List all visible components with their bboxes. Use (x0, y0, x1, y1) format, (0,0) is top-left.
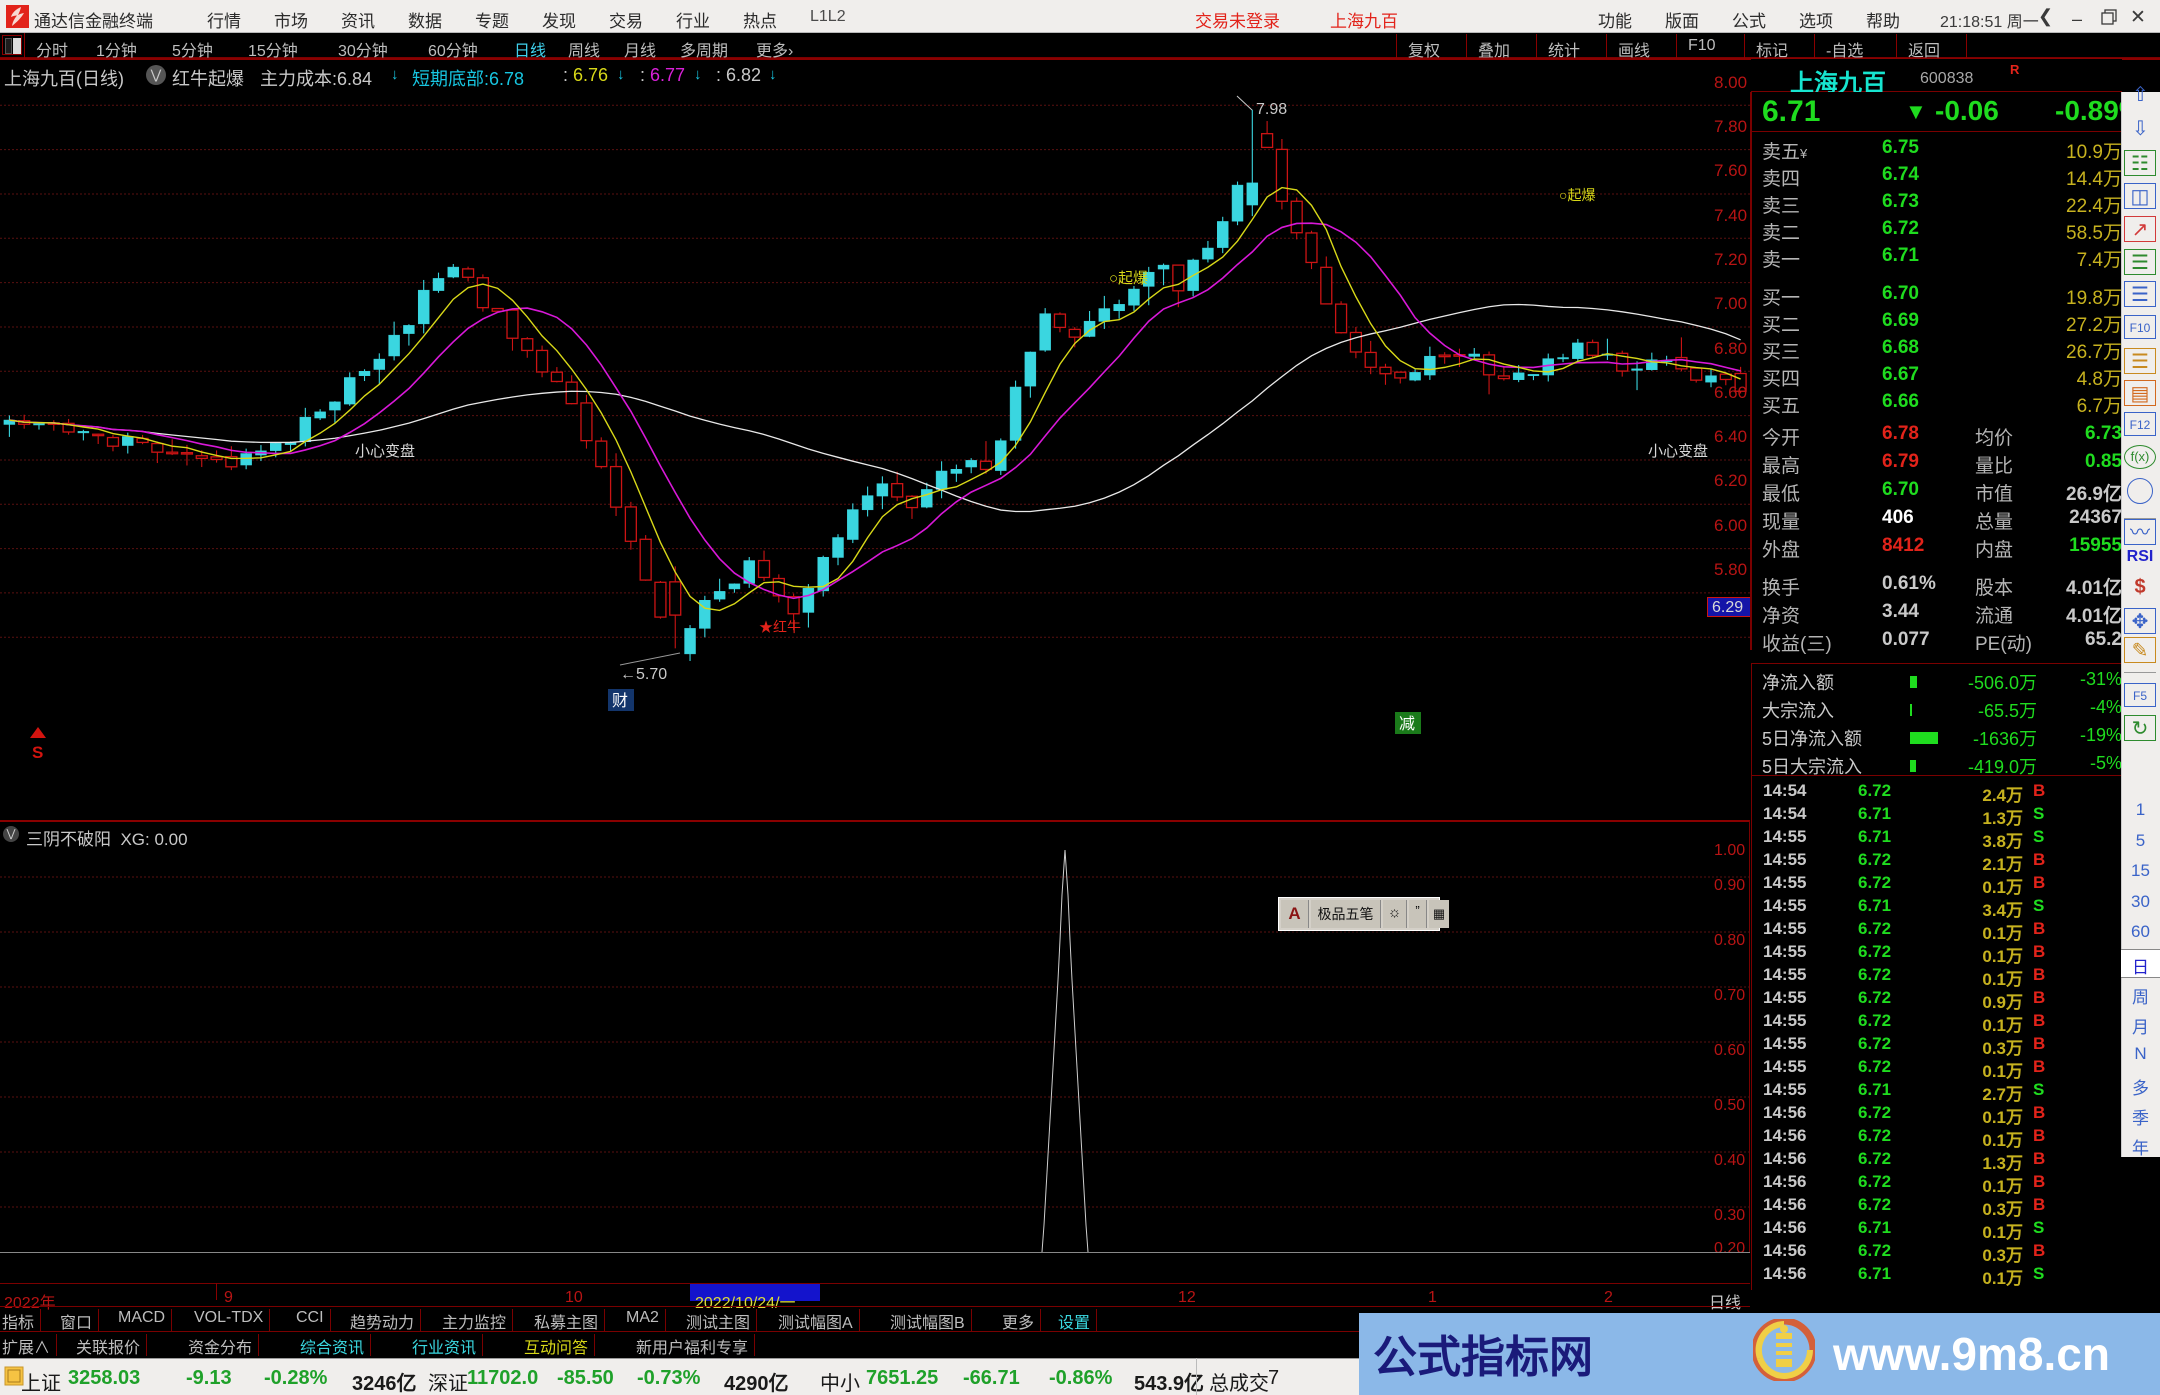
svg-text:财: 财 (612, 692, 628, 710)
svg-text:○起爆: ○起爆 (1559, 187, 1595, 203)
svg-text:★红牛: ★红牛 (759, 619, 801, 635)
svg-text:○起爆: ○起爆 (1109, 270, 1148, 287)
svg-text:减: 减 (1399, 715, 1415, 733)
svg-text:小心变盘: 小心变盘 (1648, 442, 1708, 460)
svg-text:←5.70: ←5.70 (620, 666, 667, 683)
svg-text:7.98: 7.98 (1256, 101, 1287, 118)
svg-text:S: S (32, 743, 43, 762)
svg-text:小心变盘: 小心变盘 (355, 442, 415, 460)
